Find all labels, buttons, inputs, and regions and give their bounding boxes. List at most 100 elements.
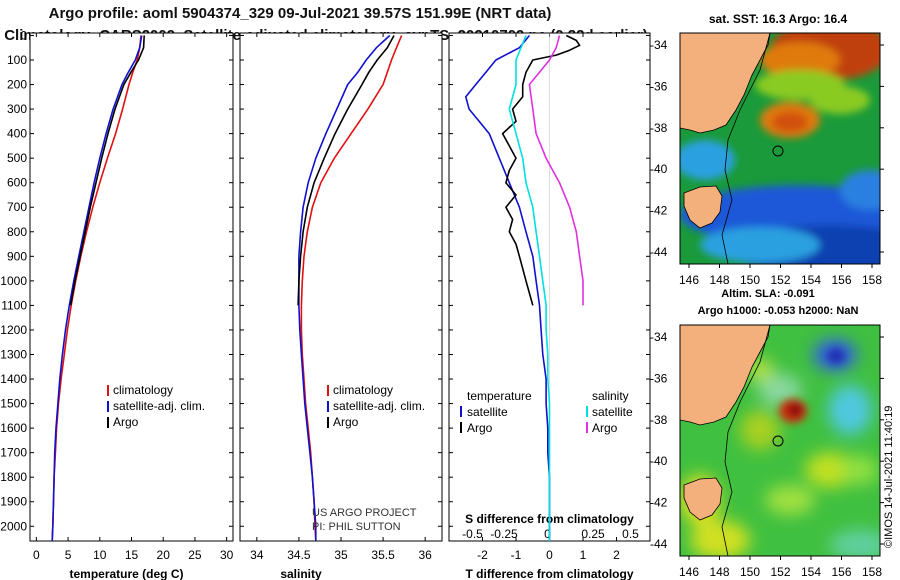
x-tick-label: 0 <box>33 548 40 562</box>
panel-frame <box>239 32 443 542</box>
x-tick-label: 1 <box>580 548 587 562</box>
x-tick-label: -1 <box>511 548 522 562</box>
project-annotation: US ARGO PROJECT <box>312 507 417 519</box>
figure-title-line1: Argo profile: aoml 5904374_329 09-Jul-20… <box>48 5 552 22</box>
credit-text: ©IMOS 14-Jul-2021 11:40:19 <box>883 406 895 548</box>
x-tick-label: 2 <box>613 548 620 562</box>
x-tick-label: 25 <box>188 548 202 562</box>
map-axis-ticks: -34 -36 -38 -40 -42 -44 146 148 150 152 154 156 158 -… <box>650 38 884 579</box>
pi-annotation: PI: PHIL SUTTON <box>312 521 401 533</box>
lon-tick-label: 152 <box>770 565 790 579</box>
y-tick-label: 600 <box>7 176 27 190</box>
sst-map-title: sat. SST: 16.3 Argo: 16.4 <box>709 12 848 26</box>
lon-tick-label: 152 <box>770 273 790 287</box>
x-tick-label: 30 <box>220 548 234 562</box>
sla-map-title1: Altim. SLA: -0.091 <box>721 288 815 300</box>
legend-label: Argo <box>113 415 139 429</box>
series-line-s-argo <box>528 35 584 306</box>
legend-label: satellite-adj. clim. <box>113 399 205 413</box>
y-tick-label: 1300 <box>0 347 27 361</box>
lat-tick-label: -34 <box>650 330 668 344</box>
x-tick-label: 20 <box>157 548 171 562</box>
sst-tasmania <box>683 185 723 229</box>
legend-label: satellite <box>467 405 508 419</box>
lat-tick-label: -36 <box>650 79 668 93</box>
x-tick-label: 34.5 <box>287 548 311 562</box>
lon-tick-label: 154 <box>801 565 821 579</box>
y-tick-label: 200 <box>7 78 27 92</box>
secondary-tick-label: 0 <box>544 527 551 541</box>
x-axis-label: salinity <box>280 567 322 580</box>
x-tick-label: 35.5 <box>371 548 395 562</box>
x-axis-label: T difference from climatology <box>465 567 633 580</box>
y-tick-label: 1700 <box>0 446 27 460</box>
lon-tick-label: 148 <box>709 565 729 579</box>
legend-label: Argo <box>592 421 618 435</box>
sla-map <box>679 324 881 557</box>
legend-label: climatology <box>113 383 173 397</box>
lat-tick-label: -34 <box>650 38 668 52</box>
lon-tick-label: 158 <box>862 273 882 287</box>
legend-label: Argo <box>467 421 493 435</box>
lon-tick-label: 150 <box>740 273 760 287</box>
x-tick-label: 36 <box>418 548 432 562</box>
y-tick-label: 800 <box>7 225 27 239</box>
x-tick-label: 0 <box>546 548 553 562</box>
y-tick-label: 1800 <box>0 470 27 484</box>
x-tick-label: 35 <box>334 548 348 562</box>
lat-tick-label: -42 <box>650 496 668 510</box>
series-line-argo <box>297 35 395 306</box>
lat-tick-label: -44 <box>650 537 668 551</box>
series-line-s-satellite <box>508 35 551 541</box>
y-tick-label: 900 <box>7 249 27 263</box>
y-tick-label: 1500 <box>0 397 27 411</box>
legend-label: Argo <box>333 415 359 429</box>
x-tick-label: -2 <box>477 548 488 562</box>
x-tick-label: 34 <box>250 548 264 562</box>
y-tick-label: 1200 <box>0 323 27 337</box>
legend-label: satellite-adj. clim. <box>333 399 425 413</box>
salinity-panel: 34 34.5 35 35.5 36 salinity climatology satelli… <box>239 32 443 580</box>
sla-map-title2: Argo h1000: -0.053 h2000: NaN <box>698 305 859 317</box>
sst-mainland <box>680 33 771 134</box>
y-tick-label: 1600 <box>0 421 27 435</box>
y-tick-label: 100 <box>7 53 27 67</box>
x-axis-label: temperature (deg C) <box>69 567 183 580</box>
lon-tick-label: 158 <box>862 565 882 579</box>
temperature-panel: 0100200300400500600700800900100011001200… <box>0 28 233 580</box>
series-line-t-satellite <box>464 34 551 541</box>
y-tick-label: 1000 <box>0 274 27 288</box>
series-line-argo <box>69 35 145 306</box>
y-tick-label: 700 <box>7 200 27 214</box>
lat-tick-label: -36 <box>650 371 668 385</box>
x-tick-label: 5 <box>65 548 72 562</box>
lat-tick-label: -40 <box>650 162 668 176</box>
secondary-tick-label: -0.25 <box>490 527 518 541</box>
secondary-tick-label: -0.5 <box>462 527 483 541</box>
legend-heading: temperature <box>467 389 532 403</box>
series-line-satellite-adj-clim- <box>298 34 391 541</box>
lat-tick-label: -44 <box>650 245 668 259</box>
lon-tick-label: 156 <box>831 565 851 579</box>
secondary-tick-label: 0.5 <box>622 527 639 541</box>
y-tick-label: 300 <box>7 102 27 116</box>
sst-argo-marker <box>772 145 784 157</box>
y-tick-label: 1400 <box>0 372 27 386</box>
lat-tick-label: -38 <box>650 413 668 427</box>
secondary-tick-label: 0.25 <box>581 527 605 541</box>
lon-tick-label: 154 <box>801 273 821 287</box>
sla-argo-marker <box>772 435 784 447</box>
x-tick-label: 10 <box>93 548 107 562</box>
lon-tick-label: 148 <box>709 273 729 287</box>
lat-tick-label: -40 <box>650 454 668 468</box>
y-tick-label: 400 <box>7 127 27 141</box>
lat-tick-label: -38 <box>650 121 668 135</box>
lon-tick-label: 150 <box>740 565 760 579</box>
lon-tick-label: 156 <box>831 273 851 287</box>
y-tick-label: 2000 <box>0 519 27 533</box>
panel-frame <box>29 32 234 542</box>
series-line-satellite-adj-clim- <box>51 35 143 542</box>
legend-label: climatology <box>333 383 393 397</box>
